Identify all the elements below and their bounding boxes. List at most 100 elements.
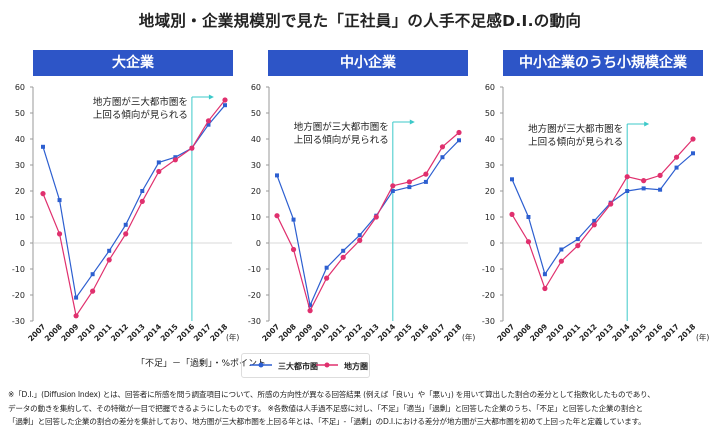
data-point xyxy=(340,254,346,260)
data-point xyxy=(156,168,162,175)
x-tick-label: 2017 xyxy=(192,322,213,343)
data-point xyxy=(324,265,329,270)
footnote-line: データの動きを集約して、その特徴が一目で把握できるようにしたものです。 ※各数値… xyxy=(8,403,643,413)
x-tick-label: 2009 xyxy=(59,322,80,343)
series-line xyxy=(511,138,694,290)
x-tick-label: 2012 xyxy=(578,322,599,343)
series-line xyxy=(276,139,460,308)
y-tick-label: 30 xyxy=(251,161,261,170)
y-tick-label: -30 xyxy=(12,317,25,326)
y-tick-label: 10 xyxy=(485,213,495,222)
y-tick-label: 50 xyxy=(15,109,25,118)
series-line xyxy=(42,104,226,300)
data-point xyxy=(56,231,63,237)
x-tick-label: 2017 xyxy=(426,322,447,343)
data-point xyxy=(156,160,161,165)
footnote-line: 「過剰」と回答した企業の割合の差分を集計しており、地方圏が三大都市圏を上回る年と… xyxy=(8,417,646,426)
data-point xyxy=(73,313,79,319)
y-tick-label: 30 xyxy=(485,161,495,170)
x-unit-label: (年) xyxy=(696,332,709,342)
data-point xyxy=(173,155,178,160)
chart-header-small: 中小企業のうち小規模企業 xyxy=(503,50,703,76)
x-tick-label: 2018 xyxy=(676,322,697,343)
data-point xyxy=(291,217,296,222)
y-tick-label: 10 xyxy=(15,213,25,222)
data-point xyxy=(57,198,62,203)
data-point xyxy=(139,198,145,204)
y-tick-label: 20 xyxy=(485,187,495,196)
data-point xyxy=(373,214,379,220)
annotation-text: 地方圏が三大都市圏を xyxy=(294,121,389,133)
data-point xyxy=(123,231,129,237)
data-point xyxy=(575,237,580,242)
data-point xyxy=(575,243,581,249)
y-tick-label: 20 xyxy=(251,187,261,196)
data-point xyxy=(341,248,346,253)
data-point xyxy=(625,189,630,193)
x-tick-label: 2018 xyxy=(442,322,463,343)
y-tick-label: 0 xyxy=(20,239,25,248)
x-tick-label: 2017 xyxy=(660,322,681,343)
data-point xyxy=(641,186,646,191)
x-tick-label: 2013 xyxy=(126,322,147,343)
data-point xyxy=(357,233,362,238)
annotation-text: 地方圏が三大都市圏を xyxy=(93,96,188,108)
x-tick-label: 2016 xyxy=(175,322,196,343)
y-tick-label: -30 xyxy=(248,317,261,326)
y-tick-label: 30 xyxy=(15,161,25,170)
footnote-line: ※「D.I.」(Diffusion Index) とは、回答者に所感を問う調査項… xyxy=(8,390,655,399)
series-line xyxy=(42,99,226,318)
annotation-text: 地方圏が三大都市圏を xyxy=(528,123,623,135)
x-tick-label: 2013 xyxy=(360,322,381,343)
x-tick-label: 2008 xyxy=(277,322,298,343)
data-point xyxy=(40,191,46,197)
x-unit-label: (年) xyxy=(462,332,475,342)
legend-item-metro: 三大都市圏 xyxy=(278,362,318,371)
data-point xyxy=(423,179,428,184)
data-point xyxy=(658,187,663,192)
y-tick-label: 60 xyxy=(251,83,261,92)
legend-item-regional: 地方圏 xyxy=(344,362,368,371)
y-tick-label: -20 xyxy=(12,291,25,300)
legend: 三大都市圏 地方圏 xyxy=(241,353,370,378)
data-point xyxy=(189,145,195,151)
data-point xyxy=(691,151,695,156)
data-point xyxy=(308,303,313,308)
data-point xyxy=(106,257,112,263)
data-point xyxy=(624,174,630,180)
data-point xyxy=(457,138,461,143)
x-unit-label: (年) xyxy=(226,332,239,342)
data-point xyxy=(657,172,663,178)
data-point xyxy=(406,179,412,185)
data-point xyxy=(674,165,679,170)
arrow-head-icon xyxy=(409,119,415,125)
data-point xyxy=(592,218,597,223)
x-tick-label: 2007 xyxy=(260,322,281,343)
x-tick-label: 2010 xyxy=(310,322,331,343)
data-point xyxy=(172,157,178,163)
chart-header-sme: 中小企業 xyxy=(268,50,468,76)
y-tick-label: 60 xyxy=(15,83,25,92)
data-point xyxy=(690,136,696,142)
data-point xyxy=(90,272,95,277)
data-point xyxy=(390,189,395,193)
x-tick-label: 2014 xyxy=(376,322,397,343)
x-tick-label: 2012 xyxy=(109,322,130,343)
y-tick-label: 40 xyxy=(251,135,261,144)
data-point xyxy=(641,178,647,184)
data-point xyxy=(525,239,532,245)
data-point xyxy=(608,201,614,207)
annotation-text: 上回る傾向が見られる xyxy=(294,134,389,146)
data-point xyxy=(222,97,228,103)
y-tick-label: 10 xyxy=(251,213,261,222)
x-tick-label: 2011 xyxy=(92,322,113,343)
page-title: 地域別・企業規模別で見た「正社員」の人手不足感D.I.の動向 xyxy=(138,12,582,30)
data-point xyxy=(439,144,446,150)
y-tick-label: -20 xyxy=(248,291,261,300)
x-tick-label: 2009 xyxy=(293,322,314,343)
data-point xyxy=(41,144,45,149)
x-tick-label: 2016 xyxy=(643,322,664,343)
annotation-text: 上回る傾向が見られる xyxy=(93,109,188,121)
data-point xyxy=(509,211,515,217)
chart-header-large: 大企業 xyxy=(33,50,233,76)
